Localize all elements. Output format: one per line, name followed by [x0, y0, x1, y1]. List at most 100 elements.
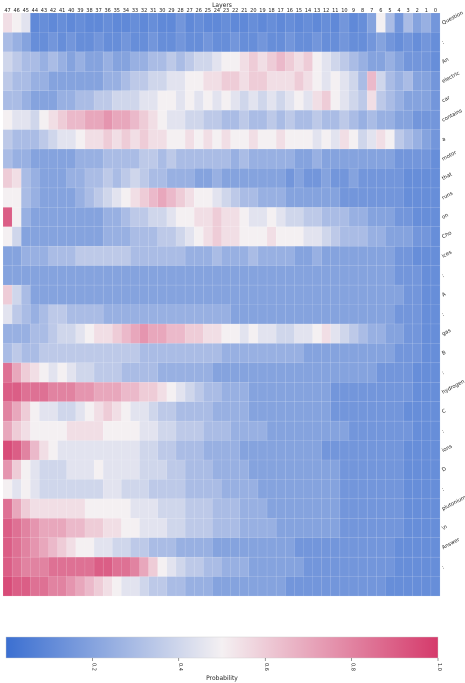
heatmap-cell — [421, 440, 431, 461]
heatmap-cell — [194, 557, 204, 577]
heatmap-cell — [403, 13, 413, 33]
heatmap-cell — [194, 226, 204, 247]
heatmap-cell — [148, 168, 158, 188]
heatmap-cell — [66, 13, 76, 33]
heatmap-cell — [57, 537, 67, 558]
heatmap-cell — [367, 304, 377, 324]
heatmap-cell — [175, 285, 186, 305]
heatmap-cell — [339, 246, 349, 266]
heatmap-cell — [403, 226, 413, 247]
heatmap-cell — [157, 421, 167, 441]
heatmap-cell — [321, 187, 331, 208]
heatmap-cell — [30, 421, 40, 441]
heatmap-cell — [412, 187, 422, 208]
heatmap-cell — [175, 265, 186, 286]
heatmap-cell — [121, 149, 131, 169]
heatmap-cell — [367, 576, 377, 597]
heatmap-cell — [412, 362, 422, 383]
heatmap-cell — [403, 382, 413, 402]
heatmap-cell — [358, 576, 368, 597]
heatmap-cell — [367, 265, 377, 286]
heatmap-cell — [103, 285, 113, 305]
heatmap-cell — [3, 110, 13, 130]
heatmap-cell — [303, 129, 313, 150]
heatmap-cell — [21, 362, 31, 383]
heatmap-cell — [48, 421, 58, 441]
heatmap-cell — [84, 440, 95, 461]
heatmap-cell — [84, 576, 95, 597]
heatmap-cell — [75, 479, 85, 499]
heatmap-cell — [203, 265, 213, 286]
heatmap-cell — [148, 90, 158, 111]
heatmap-cell — [130, 440, 140, 461]
heatmap-cell — [148, 285, 158, 305]
heatmap-cell — [84, 421, 95, 441]
heatmap-cell — [66, 557, 76, 577]
heatmap-cell — [3, 285, 13, 305]
heatmap-cell — [221, 71, 231, 91]
heatmap-cell — [21, 421, 31, 441]
heatmap-cell — [48, 362, 58, 383]
heatmap-cell — [257, 362, 268, 383]
heatmap-cell — [312, 382, 322, 402]
heatmap-cell — [285, 304, 295, 324]
heatmap-cell — [157, 323, 167, 344]
heatmap-cell — [312, 343, 322, 363]
heatmap-cell — [39, 459, 49, 480]
heatmap-cell — [358, 498, 368, 519]
heatmap-cell — [48, 304, 58, 324]
heatmap-cell — [394, 479, 404, 499]
heatmap-cell — [103, 362, 113, 383]
heatmap-cell — [221, 382, 231, 402]
x-tick-label: 40 — [68, 8, 74, 14]
heatmap-cell — [3, 362, 13, 383]
heatmap-cell — [112, 226, 122, 247]
heatmap-cell — [212, 13, 222, 33]
colorbar-label: Probability — [206, 675, 238, 682]
heatmap-cell — [339, 537, 349, 558]
heatmap-cell — [321, 518, 331, 538]
heatmap-cell — [412, 129, 422, 150]
heatmap-cell — [421, 168, 431, 188]
heatmap-cell — [84, 498, 95, 519]
heatmap-cell — [367, 246, 377, 266]
heatmap-cell — [157, 226, 167, 247]
heatmap-cell — [267, 285, 277, 305]
heatmap-cell — [94, 285, 104, 305]
x-tick-label: 7 — [370, 8, 373, 14]
heatmap-cell — [321, 537, 331, 558]
heatmap-cell — [358, 149, 368, 169]
heatmap-cell — [248, 498, 258, 519]
heatmap-cell — [166, 518, 177, 538]
heatmap-cell — [185, 32, 195, 52]
heatmap-cell — [3, 459, 13, 480]
heatmap-cell — [285, 479, 295, 499]
heatmap-cell — [376, 246, 386, 266]
heatmap-cell — [303, 246, 313, 266]
heatmap-cell — [257, 323, 268, 344]
heatmap-cell — [57, 343, 67, 363]
heatmap-cell — [221, 168, 231, 188]
heatmap-cell — [257, 421, 268, 441]
heatmap-cell — [267, 51, 277, 72]
heatmap-cell — [84, 362, 95, 383]
heatmap-cell — [30, 187, 40, 208]
heatmap-cell — [421, 576, 431, 597]
heatmap-cell — [394, 168, 404, 188]
heatmap-cell — [48, 13, 58, 33]
heatmap-cell — [330, 421, 340, 441]
heatmap-cell — [203, 362, 213, 383]
heatmap-cell — [48, 382, 58, 402]
heatmap-cell — [94, 362, 104, 383]
heatmap-cell — [339, 362, 349, 383]
heatmap-cell — [303, 382, 313, 402]
x-tick-label: 1 — [425, 8, 428, 14]
heatmap-cell — [376, 71, 386, 91]
heatmap-cell — [294, 168, 304, 188]
heatmap-cell — [75, 323, 85, 344]
heatmap-cell — [57, 187, 67, 208]
heatmap-cell — [348, 382, 359, 402]
heatmap-cell — [430, 557, 441, 577]
heatmap-cell — [348, 518, 359, 538]
colorbar-tick-label: 0.2 — [90, 663, 96, 671]
